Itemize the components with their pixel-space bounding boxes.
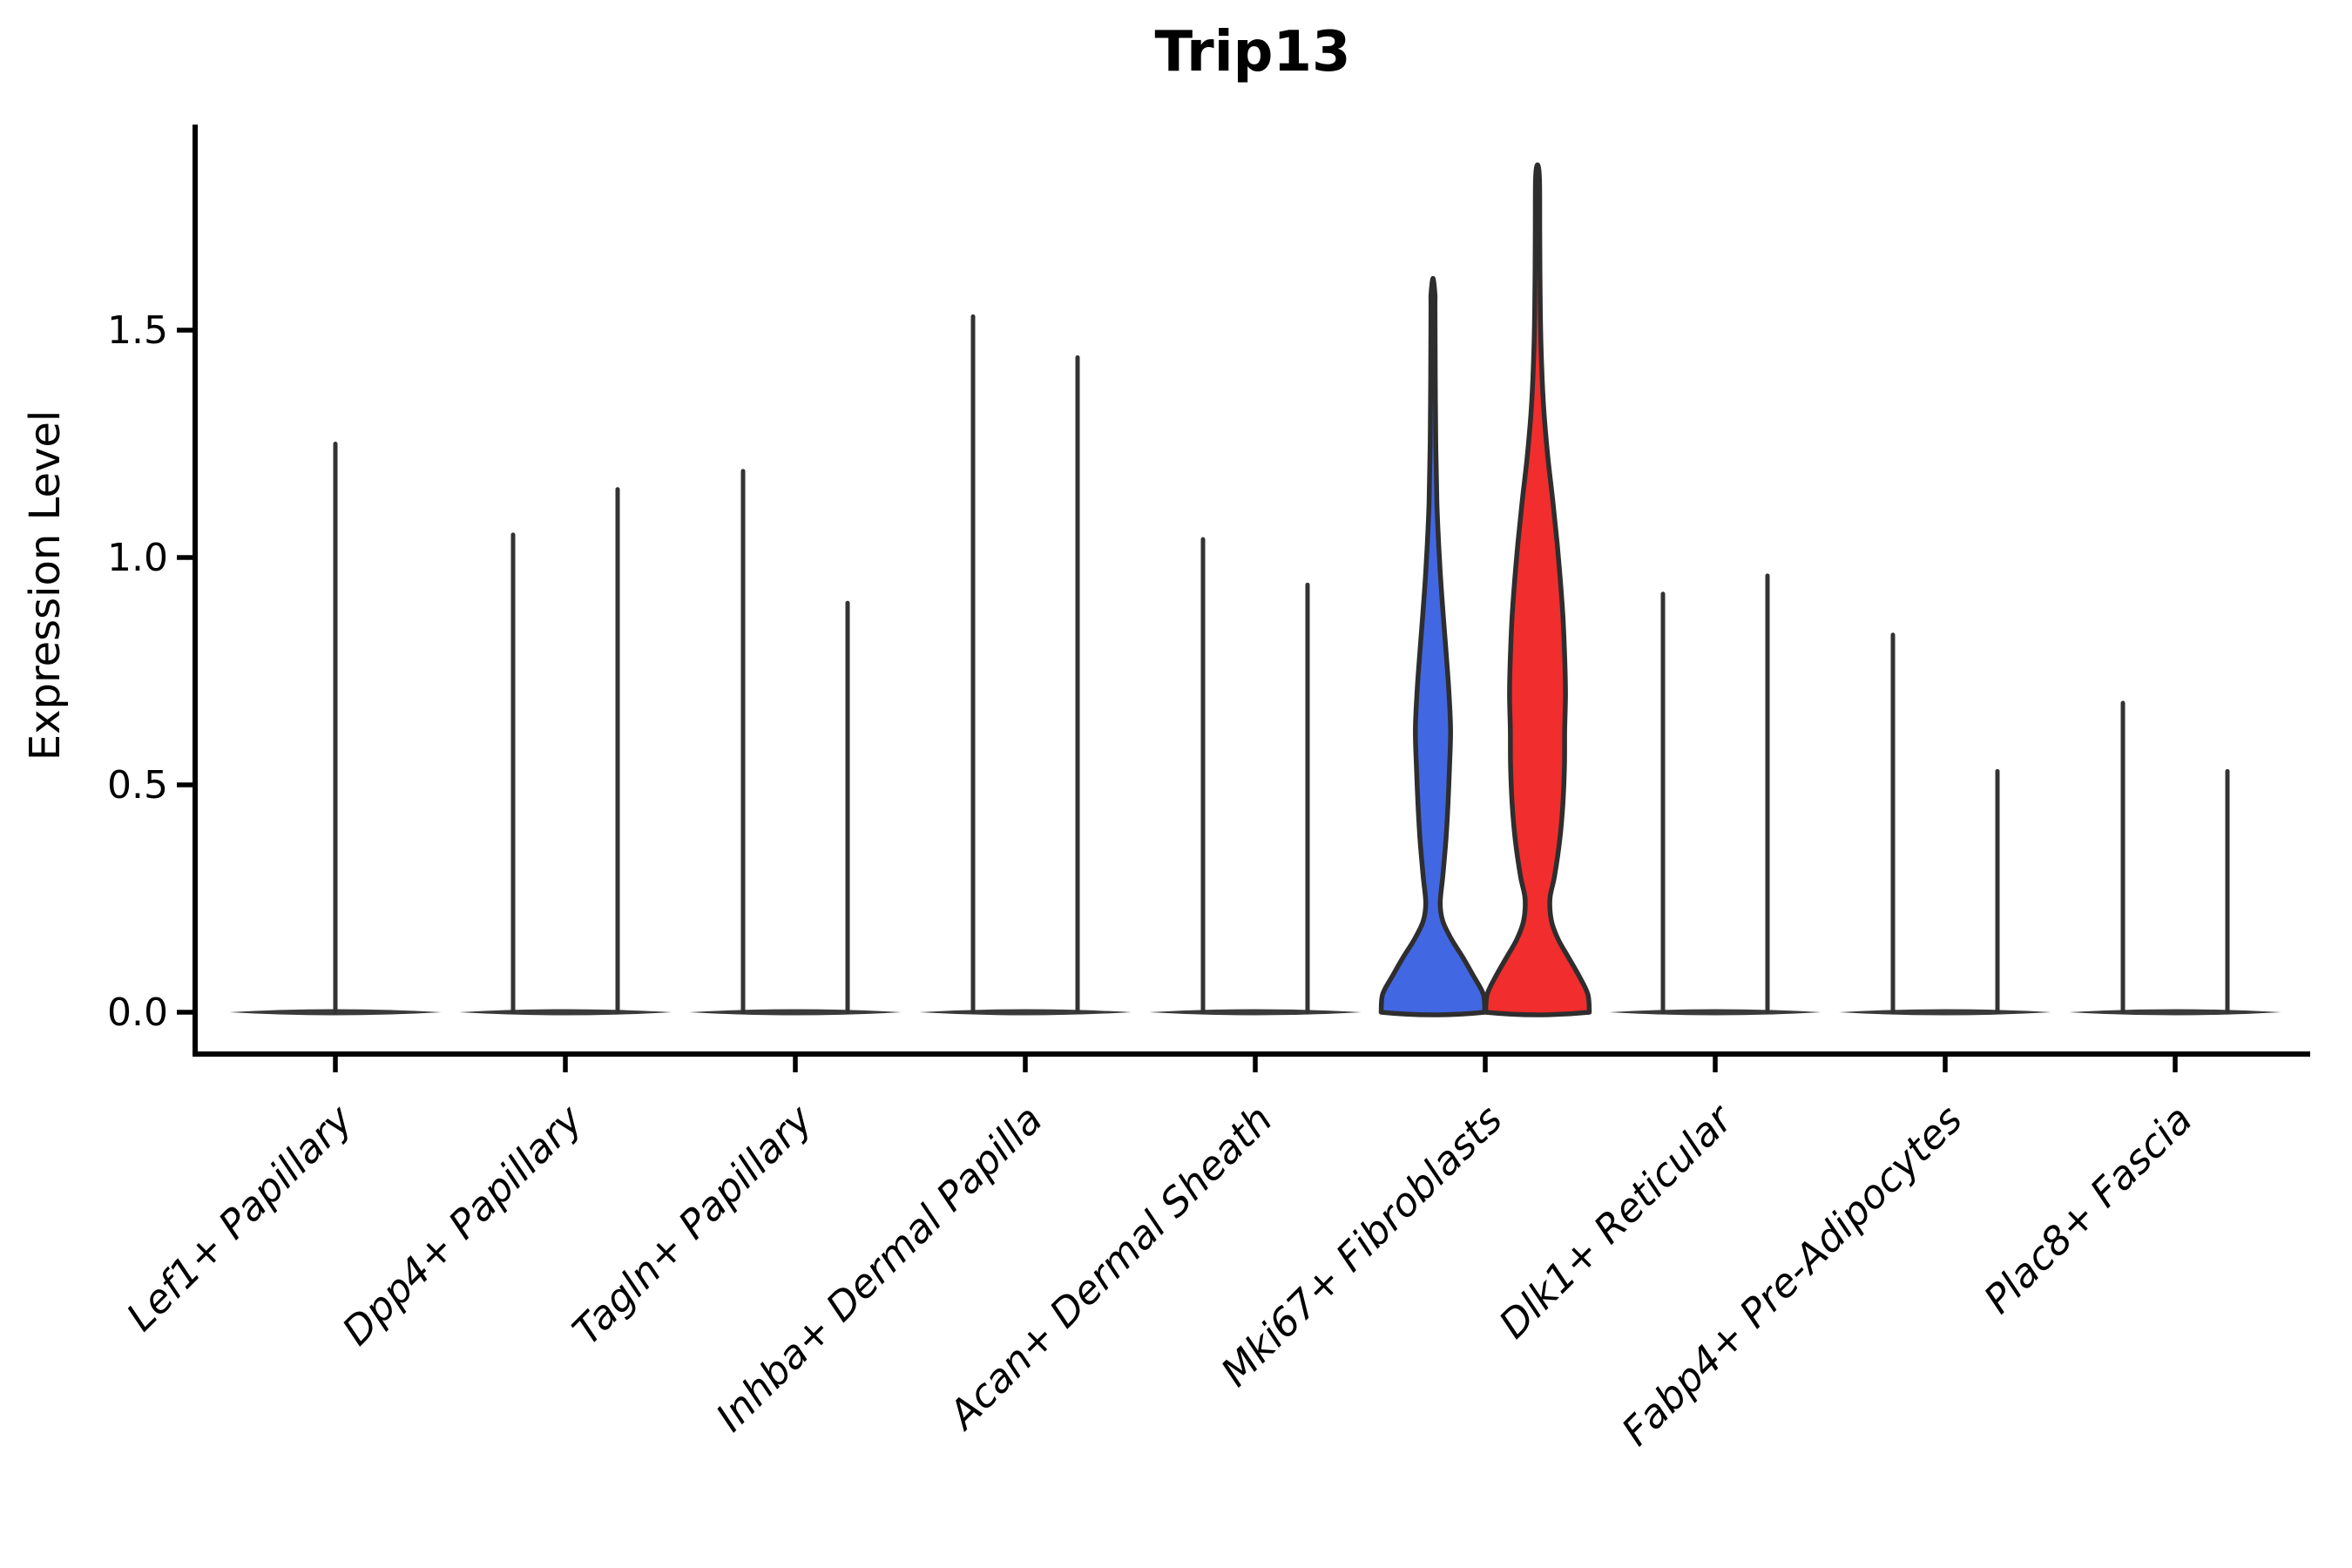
violin-baseline-fabp4-pre-adipocytes: [1839, 1009, 2051, 1016]
x-tick-label-tagln-papillary: Tagln+ Papillary: [564, 1095, 822, 1354]
y-axis-title: Expression Level: [21, 409, 70, 761]
x-tick-label-plac8-fascia: Plac8+ Fascia: [1975, 1096, 2201, 1322]
violin-mki67-fibroblasts-left: [1378, 275, 1488, 1017]
violin-baseline-dpp4-papillary: [459, 1009, 672, 1016]
y-tick-label-1.5: 1.5: [107, 308, 168, 353]
x-tick-label-lef1-papillary: Lef1+ Papillary: [118, 1095, 362, 1340]
y-tick-label-1.0: 1.0: [107, 536, 168, 580]
violin-baseline-inhba-dermal-papilla: [919, 1009, 1132, 1016]
y-tick-label-0.5: 0.5: [107, 763, 168, 808]
axes-spines: [193, 125, 2310, 1057]
chart-title: Trip13: [1154, 20, 1351, 84]
x-tick-label-dpp4-papillary: Dpp4+ Papillary: [334, 1095, 592, 1354]
violin-baseline-tagln-papillary: [689, 1009, 902, 1016]
violin-baseline-dlk1-reticular: [1609, 1009, 1821, 1016]
violin-baseline-plac8-fascia: [2069, 1009, 2281, 1016]
y-tick-label-0.0: 0.0: [107, 990, 168, 1035]
violin-baseline-acan-dermal-sheath: [1149, 1009, 1362, 1016]
violin-mki67-fibroblasts-right: [1483, 162, 1592, 1017]
x-tick-label-dlk1-reticular: Dlk1+ Reticular: [1490, 1095, 1742, 1348]
